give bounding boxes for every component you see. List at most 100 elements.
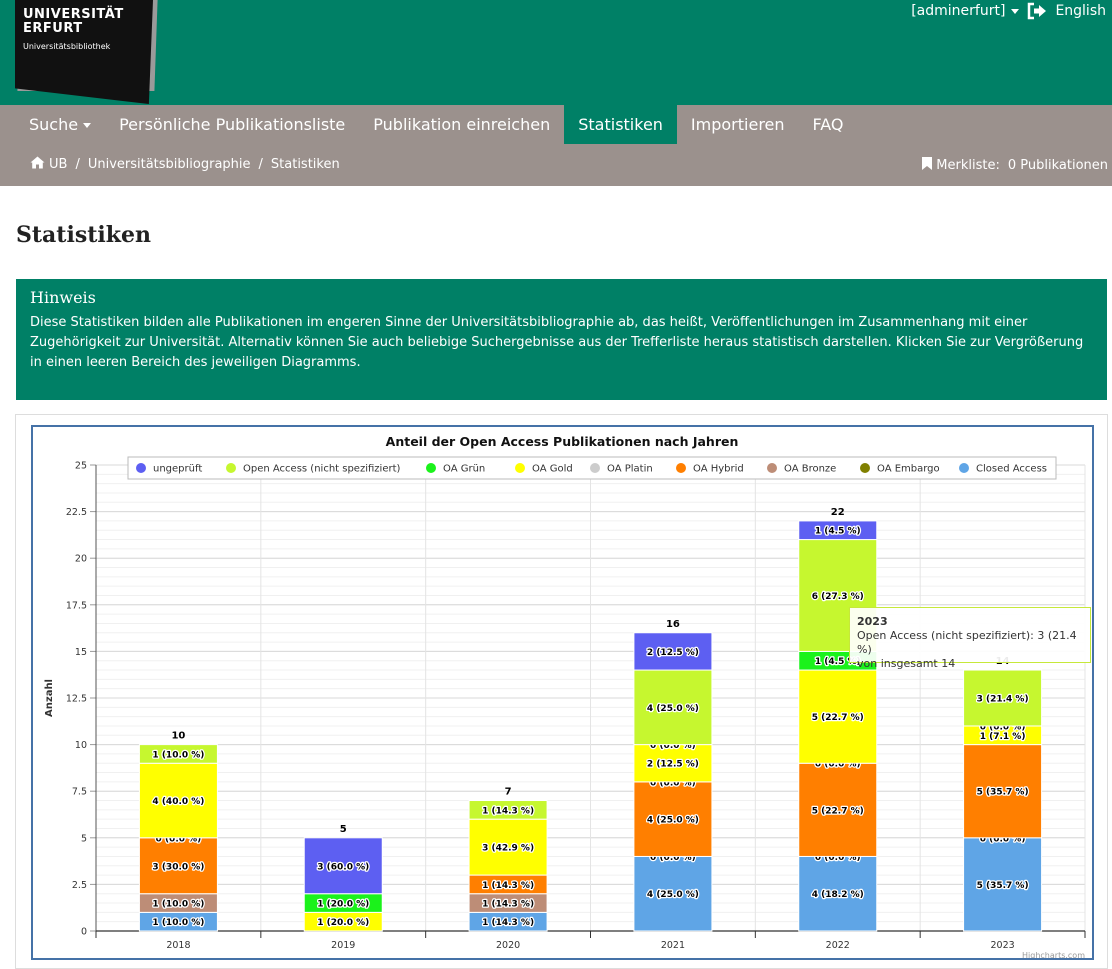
data-label: 5 (35.7 %) (977, 788, 1029, 798)
nav-item-label: Statistiken (578, 115, 663, 134)
y-tick-label: 20 (75, 554, 87, 565)
bar-segment (798, 855, 878, 932)
data-label: 1 (14.3 %) (482, 900, 534, 910)
x-tick-label: 2018 (166, 940, 190, 951)
nav-item-label: Suche (29, 115, 79, 134)
y-tick-label: 17.5 (66, 600, 87, 611)
y-tick-label: 5 (81, 833, 87, 844)
chart-title: Anteil der Open Access Publikationen nac… (386, 434, 739, 449)
bar-segment (633, 781, 713, 857)
data-label: 2 (12.5 %) (647, 648, 699, 658)
data-label: 3 (30.0 %) (152, 862, 204, 872)
y-tick-label: 15 (75, 647, 87, 658)
user-menu-area: [adminerfurt] English (911, 2, 1106, 20)
data-label: 1 (20.0 %) (317, 900, 369, 910)
chart-frame[interactable]: 0 2.5 5 7.5 10 12.5 15 17.5 20 22.5 25 Anteil der O… (31, 425, 1094, 960)
home-icon[interactable] (30, 156, 45, 173)
bar-segment (303, 837, 383, 895)
x-tick-label: 2021 (661, 940, 685, 951)
y-tick-label: 22.5 (66, 507, 87, 518)
legend-marker (676, 463, 686, 473)
stack-total-label: 7 (505, 787, 512, 798)
legend-marker (860, 463, 870, 473)
nav-item-einreichen[interactable]: Publikation einreichen (359, 105, 564, 144)
legend-item: OA Grün (443, 464, 485, 475)
chart-credits: Highcharts.com (1022, 951, 1085, 958)
nav-item-label: FAQ (812, 115, 844, 134)
tooltip-title: 2023 (857, 615, 888, 628)
data-label: 4 (18.2 %) (812, 890, 864, 900)
user-menu-toggle[interactable]: [adminerfurt] (911, 3, 1020, 19)
bar-segment (633, 669, 713, 746)
breadcrumb-bar: UB / Universitätsbibliographie / Statist… (0, 144, 1112, 186)
university-logo[interactable]: UNIVERSITÄT ERFURT Universitätsbibliothe… (15, 0, 153, 104)
logo-line-1: UNIVERSITÄT (23, 7, 124, 22)
x-tick-label: 2020 (496, 940, 520, 951)
legend-marker (426, 463, 436, 473)
data-label: 1 (7.1 %) (980, 732, 1026, 742)
nav-item-label: Persönliche Publikationsliste (119, 115, 346, 134)
data-label: 4 (25.0 %) (647, 816, 699, 826)
chart-tooltip: 2023 Open Access (nicht spezifiziert): 3… (849, 607, 1091, 670)
data-label: 2 (12.5 %) (647, 760, 699, 770)
tooltip-line-1: Open Access (nicht spezifiziert): 3 (21.… (857, 629, 1077, 656)
caret-down-icon (1011, 8, 1020, 14)
y-tick-label: 7.5 (72, 787, 87, 798)
hinweis-text: Diese Statistiken bilden alle Publikatio… (30, 315, 1084, 370)
y-tick-label: 25 (75, 461, 87, 472)
legend-marker (136, 463, 146, 473)
nav-item-suche[interactable]: Suche (15, 105, 105, 144)
page-title: Statistiken (16, 222, 151, 248)
breadcrumb-universitaetsbibliographie[interactable]: Universitätsbibliographie (87, 157, 251, 172)
data-label: 5 (22.7 %) (812, 806, 864, 816)
merkliste-link[interactable]: Merkliste: 0 Publikationen (922, 157, 1108, 174)
legend-item: OA Gold (532, 464, 573, 475)
breadcrumb-ub[interactable]: UB (49, 157, 68, 172)
nav-item-label: Importieren (690, 115, 785, 134)
stack-total-label: 22 (831, 507, 845, 518)
main-nav: Suche Persönliche Publikationsliste Publ… (0, 105, 1112, 144)
breadcrumb-separator: / (75, 157, 80, 172)
tooltip-line-2: von insgesamt 14 (857, 657, 956, 670)
data-label: 5 (35.7 %) (977, 881, 1029, 891)
legend-item: OA Hybrid (693, 464, 744, 475)
nav-item-publikationsliste[interactable]: Persönliche Publikationsliste (105, 105, 359, 144)
data-label: 1 (20.0 %) (317, 918, 369, 928)
bookmark-icon (922, 157, 933, 174)
hinweis-box: Hinweis Diese Statistiken bilden alle Pu… (16, 279, 1107, 400)
nav-item-statistiken[interactable]: Statistiken (564, 105, 677, 144)
legend-item: OA Embargo (877, 464, 940, 475)
legend-marker (226, 463, 236, 473)
data-label: 6 (27.3 %) (812, 592, 864, 602)
data-label: 4 (40.0 %) (152, 797, 204, 807)
bar-segment (963, 837, 1043, 932)
bar-segment (963, 744, 1043, 839)
data-label: 1 (10.0 %) (152, 750, 204, 760)
user-name: [adminerfurt] (911, 3, 1006, 19)
nav-item-importieren[interactable]: Importieren (677, 105, 799, 144)
legend-marker (959, 463, 969, 473)
language-switch[interactable]: English (1055, 3, 1106, 19)
merkliste-count: 0 Publikationen (1007, 158, 1108, 173)
sign-out-icon[interactable] (1027, 2, 1047, 20)
data-label: 1 (14.3 %) (482, 918, 534, 928)
stack-total-label: 16 (666, 619, 680, 630)
data-label: 3 (21.4 %) (977, 695, 1029, 705)
bar-segment (633, 744, 713, 783)
stack-total-label: 10 (171, 731, 185, 742)
data-label: 4 (25.0 %) (647, 704, 699, 714)
nav-item-faq[interactable]: FAQ (799, 105, 858, 144)
x-tick-label: 2022 (826, 940, 850, 951)
hinweis-title: Hinweis (30, 288, 96, 307)
data-label: 4 (25.0 %) (647, 890, 699, 900)
legend-marker (590, 463, 600, 473)
legend-item: OA Bronze (784, 464, 836, 475)
site-header: UNIVERSITÄT ERFURT Universitätsbibliothe… (0, 0, 1112, 105)
legend-item: Closed Access (976, 464, 1047, 475)
chart-svg[interactable]: 0 2.5 5 7.5 10 12.5 15 17.5 20 22.5 25 Anteil der O… (33, 427, 1092, 960)
y-tick-label: 2.5 (72, 880, 87, 891)
data-label: 1 (14.3 %) (482, 881, 534, 891)
logo-line-2: ERFURT (23, 21, 83, 36)
breadcrumb-separator: / (258, 157, 263, 172)
caret-down-icon (83, 123, 92, 128)
